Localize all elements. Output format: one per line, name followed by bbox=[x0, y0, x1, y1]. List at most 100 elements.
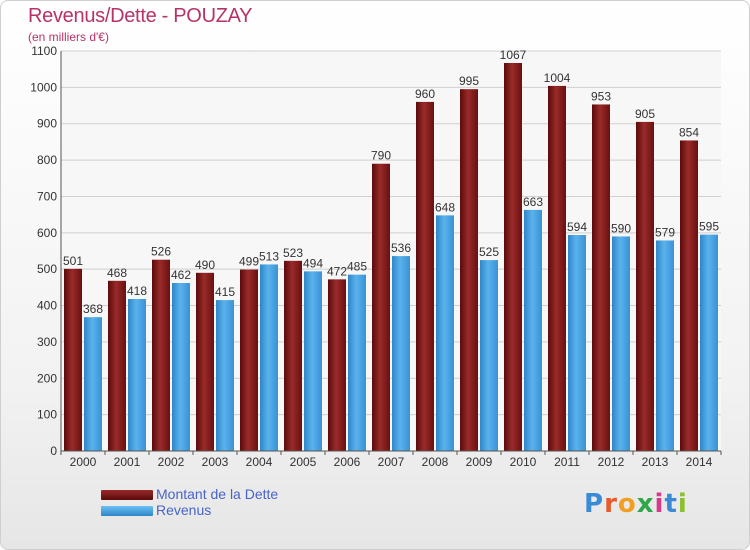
data-label-revenue: 418 bbox=[127, 284, 147, 298]
bar-debt bbox=[416, 101, 434, 451]
bar-revenue bbox=[304, 271, 322, 451]
legend-swatch-debt bbox=[101, 490, 153, 500]
bar-revenue bbox=[128, 299, 146, 451]
data-label-debt: 905 bbox=[635, 107, 655, 121]
data-label-revenue: 594 bbox=[567, 220, 587, 234]
proxiti-logo: Proxiti bbox=[584, 489, 688, 519]
logo-letter: x bbox=[636, 489, 655, 519]
y-tick-label: 0 bbox=[50, 444, 57, 458]
x-tick-label: 2011 bbox=[554, 455, 580, 469]
y-tick-label: 100 bbox=[37, 408, 57, 422]
bar-revenue bbox=[348, 274, 366, 451]
bar-revenue bbox=[216, 300, 234, 451]
data-label-debt: 523 bbox=[283, 246, 303, 260]
y-tick-label: 800 bbox=[37, 153, 57, 167]
x-tick-label: 2008 bbox=[422, 455, 449, 469]
bar-revenue bbox=[480, 260, 498, 451]
plot-area bbox=[61, 51, 721, 451]
x-tick-label: 2010 bbox=[510, 455, 537, 469]
bar-debt bbox=[548, 85, 566, 451]
x-tick-label: 2004 bbox=[246, 455, 273, 469]
data-label-debt: 960 bbox=[415, 87, 435, 101]
data-label-revenue: 485 bbox=[347, 260, 367, 274]
logo-letter: r bbox=[604, 489, 618, 519]
chart-title: Revenus/Dette - POUZAY bbox=[28, 5, 253, 27]
x-tick-label: 2002 bbox=[158, 455, 185, 469]
bar-debt bbox=[284, 260, 302, 451]
legend-swatch-revenue bbox=[101, 506, 153, 516]
data-label-debt: 468 bbox=[107, 266, 127, 280]
x-tick-label: 2006 bbox=[334, 455, 361, 469]
bar-debt bbox=[592, 104, 610, 452]
bar-debt bbox=[460, 89, 478, 451]
x-tick-label: 2000 bbox=[70, 455, 97, 469]
data-label-debt: 472 bbox=[327, 264, 347, 278]
logo-letter: t bbox=[664, 489, 678, 519]
bar-revenue bbox=[612, 236, 630, 451]
data-label-debt: 790 bbox=[371, 149, 391, 163]
data-label-debt: 854 bbox=[679, 125, 699, 139]
data-label-revenue: 513 bbox=[259, 249, 279, 263]
x-tick-label: 2007 bbox=[378, 455, 405, 469]
x-tick-label: 2001 bbox=[114, 455, 141, 469]
bar-debt bbox=[64, 268, 82, 451]
y-tick-label: 900 bbox=[37, 117, 57, 131]
y-tick-label: 700 bbox=[37, 189, 57, 203]
data-label-revenue: 590 bbox=[611, 221, 631, 235]
bar-revenue bbox=[568, 235, 586, 451]
y-tick-label: 300 bbox=[37, 335, 57, 349]
bar-revenue bbox=[436, 215, 454, 451]
bar-debt bbox=[636, 121, 654, 451]
data-label-debt: 499 bbox=[239, 255, 259, 269]
data-label-revenue: 415 bbox=[215, 285, 235, 299]
bar-revenue bbox=[84, 317, 102, 451]
y-tick-label: 600 bbox=[37, 226, 57, 240]
bar-debt bbox=[504, 63, 522, 451]
legend-label-revenue: Revenus bbox=[156, 502, 212, 518]
x-tick-label: 2013 bbox=[642, 455, 669, 469]
y-tick-label: 400 bbox=[37, 299, 57, 313]
y-tick-label: 200 bbox=[37, 371, 57, 385]
data-label-debt: 490 bbox=[195, 258, 215, 272]
bar-debt bbox=[152, 259, 170, 451]
y-tick-label: 1100 bbox=[31, 44, 57, 58]
bar-revenue bbox=[524, 209, 542, 451]
x-tick-label: 2014 bbox=[686, 455, 713, 469]
bar-debt bbox=[196, 272, 214, 451]
logo-letter: P bbox=[584, 489, 605, 519]
legend-label-debt: Montant de la Dette bbox=[156, 486, 279, 502]
data-label-debt: 1067 bbox=[500, 48, 527, 62]
y-tick-label: 500 bbox=[37, 262, 57, 276]
bar-debt bbox=[108, 280, 126, 451]
data-label-revenue: 368 bbox=[83, 302, 103, 316]
chart-subtitle: (en milliers d'€) bbox=[28, 30, 109, 44]
bar-revenue bbox=[260, 264, 278, 451]
data-label-revenue: 579 bbox=[655, 225, 675, 239]
bar-debt bbox=[240, 269, 258, 451]
data-label-debt: 526 bbox=[151, 245, 171, 259]
logo-letter: o bbox=[617, 489, 637, 519]
data-label-debt: 953 bbox=[591, 89, 611, 103]
data-label-debt: 501 bbox=[63, 254, 83, 268]
bar-revenue bbox=[700, 234, 718, 451]
logo-letter: i bbox=[654, 489, 665, 519]
x-tick-label: 2005 bbox=[290, 455, 317, 469]
data-label-revenue: 663 bbox=[523, 195, 543, 209]
data-label-revenue: 462 bbox=[171, 268, 191, 282]
data-label-debt: 995 bbox=[459, 74, 479, 88]
data-label-debt: 1004 bbox=[544, 71, 571, 85]
data-label-revenue: 536 bbox=[391, 241, 411, 255]
x-tick-label: 2003 bbox=[202, 455, 229, 469]
x-tick-label: 2009 bbox=[466, 455, 493, 469]
logo-letter: i bbox=[677, 489, 688, 519]
bar-debt bbox=[372, 163, 390, 451]
bar-debt bbox=[328, 279, 346, 451]
data-label-revenue: 648 bbox=[435, 200, 455, 214]
x-tick-label: 2012 bbox=[598, 455, 625, 469]
bar-revenue bbox=[656, 240, 674, 451]
bar-revenue bbox=[172, 283, 190, 451]
data-label-revenue: 494 bbox=[303, 256, 323, 270]
bar-debt bbox=[680, 140, 698, 452]
